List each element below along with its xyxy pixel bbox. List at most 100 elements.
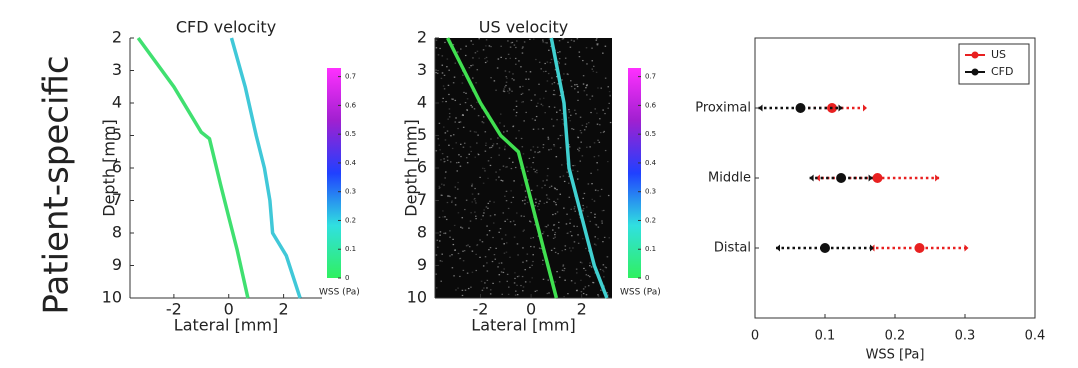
speckle [537,206,539,207]
speckle [441,78,443,79]
speckle [531,167,533,168]
data-point [836,173,846,183]
speckle [607,108,609,109]
speckle [557,199,559,200]
speckle [604,237,606,238]
speckle [590,173,592,174]
speckle [485,45,487,46]
figure: Patient-specific 2345678910-202CFD veloc… [0,0,1078,368]
colorbar-tick-label: 0.5 [645,130,656,138]
speckle [597,238,599,239]
data-point [873,173,883,183]
speckle [499,147,501,148]
speckle [515,291,517,292]
speckle [492,145,494,146]
speckle [555,232,557,233]
speckle [464,250,466,251]
speckle [440,260,442,261]
speckle [603,264,605,265]
speckle [506,78,508,79]
legend-marker [972,69,979,76]
speckle [595,190,597,191]
speckle [582,238,584,239]
speckle [458,253,460,254]
speckle [545,42,547,43]
speckle [463,127,465,128]
speckle [449,196,451,197]
speckle [492,283,494,284]
speckle [439,217,441,218]
speckle [442,98,444,99]
speckle [522,276,524,277]
speckle [458,162,460,163]
speckle [441,184,443,185]
speckle [583,293,585,294]
colorbar-label: WSS (Pa) [620,288,661,298]
speckle [522,46,524,47]
speckle [489,230,491,231]
speckle [450,161,452,162]
speckle [453,134,455,135]
speckle [485,143,487,144]
speckle [547,235,549,236]
speckle [584,90,586,91]
speckle [444,88,446,89]
speckle [436,47,438,48]
speckle [556,271,558,272]
speckle [465,55,467,56]
speckle [586,47,588,48]
speckle [478,58,480,59]
speckle [517,254,519,255]
speckle [599,142,601,143]
speckle [486,57,488,58]
speckle [501,238,503,239]
speckle [541,104,543,105]
speckle [489,147,491,148]
speckle [503,166,505,167]
speckle [449,237,451,238]
speckle [447,130,449,131]
speckle [602,109,604,110]
speckle [577,92,579,93]
speckle [463,260,465,261]
speckle [441,254,443,255]
speckle [484,168,486,169]
speckle [498,232,500,233]
speckle [489,201,491,202]
speckle [580,117,582,118]
speckle [586,126,588,127]
speckle [594,200,596,201]
speckle [521,184,523,185]
speckle [549,199,551,200]
speckle [608,103,610,104]
speckle [507,40,509,41]
speckle [455,186,457,187]
speckle [583,83,585,84]
speckle [570,80,572,81]
speckle [462,290,464,291]
speckle [510,47,512,48]
speckle [559,277,561,278]
speckle [574,110,576,111]
speckle [583,288,585,289]
speckle [589,221,591,222]
speckle [463,147,465,148]
speckle [460,166,462,167]
speckle [577,178,579,179]
speckle [569,223,571,224]
speckle [503,272,505,273]
speckle [592,96,594,97]
speckle [506,252,508,253]
speckle [502,180,504,181]
speckle [458,154,460,155]
speckle [513,197,515,198]
speckle [476,245,478,246]
speckle [504,86,506,87]
speckle [462,82,464,83]
speckle [598,296,600,297]
speckle [564,268,566,269]
speckle [545,71,547,72]
speckle [439,145,441,146]
speckle [594,236,596,237]
speckle [601,88,603,89]
